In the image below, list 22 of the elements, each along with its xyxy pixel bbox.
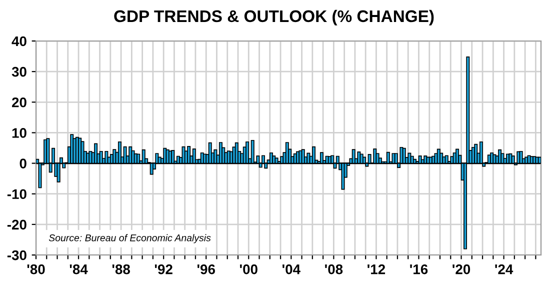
y-tick-label: 10 — [12, 128, 26, 138]
y-tick-label: 20 — [12, 97, 26, 108]
x-tick-label: '80 — [27, 264, 45, 274]
x-tick-label: '12 — [368, 264, 386, 274]
y-tick-label: 30 — [12, 66, 26, 77]
x-tick-label: '24 — [495, 264, 514, 274]
x-tick-label: '08 — [325, 264, 343, 274]
x-tick-label: '92 — [154, 264, 172, 274]
x-tick-label: '20 — [452, 264, 470, 274]
y-tick-label: 40 — [12, 36, 26, 46]
x-tick-label: '88 — [112, 264, 130, 274]
y-tick-label: -30 — [7, 250, 26, 260]
x-tick-label: '96 — [197, 264, 215, 274]
y-tick-label: -10 — [7, 189, 26, 200]
x-tick-label: '84 — [70, 264, 88, 274]
x-tick-label: '16 — [410, 264, 428, 274]
x-tick-label: '00 — [240, 264, 258, 274]
y-tick-label: -20 — [7, 220, 26, 230]
x-tick-label: '04 — [282, 264, 300, 274]
chart-title: GDP TRENDS & OUTLOOK (% CHANGE) — [114, 10, 434, 26]
annotation: Source: Bureau of Economic Analysis — [48, 234, 211, 244]
y-tick-label: 0 — [20, 158, 26, 168]
